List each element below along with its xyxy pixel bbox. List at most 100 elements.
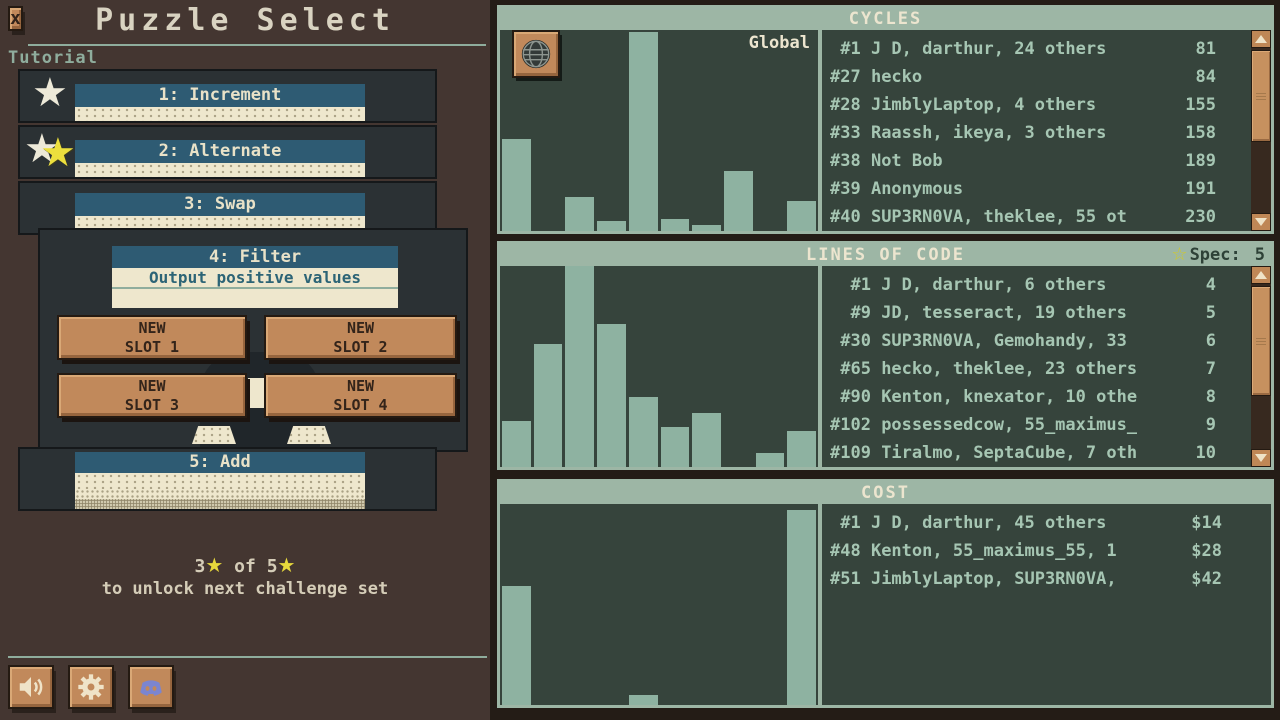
close-button-label: x [10,8,21,29]
spec-star-icon: ☆ [1171,244,1188,265]
scrollbar-thumb[interactable] [1251,286,1271,396]
player-names: J D, darthur, 6 others [881,275,1107,295]
puzzle-popup-filter: 4: Filter Output positive values NEW SLO… [38,228,468,452]
scope-globe-button[interactable] [512,30,560,78]
player-names: Not Bob [870,151,943,171]
score-value: 6 [1205,331,1216,351]
settings-button[interactable] [68,665,114,709]
thumb-grip [1256,340,1266,342]
leaderboard-row: #90 Kenton, knexator, 10 othe 8 [822,383,1271,411]
rank: #27 [830,67,861,87]
score-value: $42 [1191,569,1222,589]
rank: #65 [830,359,871,379]
score-value: 7 [1205,359,1216,379]
histogram-bar [597,220,626,231]
leaderboard-row: #65 hecko, theklee, 23 others 7 [822,355,1271,383]
puzzle-description-box: Output positive values [112,268,398,308]
save-slot-1-button[interactable]: NEW SLOT 1 [57,315,247,360]
histogram-bar [628,396,658,467]
scroll-up-button[interactable] [1251,30,1271,48]
player-names: J D, darthur, 24 others [870,39,1107,59]
panel-divider [818,30,822,231]
spec-label: Spec: [1189,245,1241,265]
rank: #1 [830,275,871,295]
scroll-up-button[interactable] [1251,266,1271,284]
footer-divider [8,656,487,658]
cycles-header: CYCLES [500,8,1271,30]
histogram-bar [628,32,658,231]
histogram-bar [660,426,690,467]
rank: #48 [830,541,861,561]
score-value: 4 [1205,275,1216,295]
scroll-down-button[interactable] [1251,213,1271,231]
spec-value: 5 [1254,245,1265,265]
histogram-bar [565,266,595,467]
cycles-scrollbar[interactable] [1251,30,1271,231]
rank: #30 [830,331,871,351]
score-value: 5 [1205,303,1216,323]
scrollbar-thumb[interactable] [1251,50,1271,142]
cost-histogram [500,504,818,705]
puzzle-button-add-texture[interactable] [75,489,365,499]
player-names: possessedcow, 55_maximus_ [881,415,1138,435]
player-names: J D, darthur, 45 others [870,513,1107,533]
discord-icon [140,680,162,696]
leaderboard-row: #102 possessedcow, 55_maximus_ 9 [822,411,1271,439]
rank: #1 [830,39,861,59]
slot-label: SLOT 3 [124,395,180,414]
player-names: Anonymous [870,179,964,199]
lines-of-code-header: LINES OF CODE ☆ Spec: 5 [500,244,1271,266]
rank: #9 [830,303,871,323]
arrow-up-icon [1255,271,1267,279]
puzzle-button-alternate[interactable]: 2: Alternate [75,140,365,163]
robot-foot [192,426,236,444]
globe-icon [521,39,551,69]
cycles-histogram: Global [500,30,818,231]
puzzle-button-add[interactable]: 5: Add [75,452,365,473]
rank: #38 [830,151,861,171]
slot-label: NEW [138,318,166,337]
histogram-bar [787,200,817,231]
score-value: 10 [1195,443,1216,463]
robot-foot [287,426,331,444]
spec-indicator: ☆ Spec: 5 [1171,244,1265,266]
sound-button[interactable] [8,665,54,709]
scroll-down-button[interactable] [1251,449,1271,467]
puzzle-button-add-texture[interactable] [75,473,365,489]
save-slot-4-button[interactable]: NEW SLOT 4 [264,373,457,418]
puzzle-button-alternate-texture[interactable] [75,163,365,177]
player-names: JimblyLaptop, 4 others [870,95,1097,115]
star-icon: ★ [277,553,296,577]
cycles-leaderboard-list: #1 J D, darthur, 24 others 81 #27 hecko 84 #… [822,30,1271,231]
histogram-bar [692,412,721,467]
histogram-bar [502,138,531,231]
lines-of-code-scrollbar[interactable] [1251,266,1271,467]
puzzle-button-filter[interactable]: 4: Filter [112,246,398,268]
discord-button[interactable] [128,665,174,709]
rank: #51 [830,569,861,589]
title-divider [28,44,486,46]
puzzle-button-add-texture[interactable] [75,499,365,509]
slot-label: NEW [346,376,375,395]
slot-label: SLOT 2 [333,337,388,356]
leaderboard-row: #40 SUP3RN0VA, theklee, 55 ot 230 [822,203,1271,231]
score-value: $28 [1191,541,1222,561]
score-value: 8 [1205,387,1216,407]
close-button[interactable]: x [8,6,23,31]
leaderboard-row: #33 Raassh, ikeya, 3 others 158 [822,119,1271,147]
arrow-up-icon [1255,35,1267,43]
histogram-bar [755,452,785,467]
progress-total: 5 [266,556,278,577]
lines-of-code-leaderboard-list: #1 J D, darthur, 6 others 4 #9 JD, tesserac… [822,266,1271,467]
cost-leaderboard-list: #1 J D, darthur, 45 others $14 #48 Kenton, … [822,504,1271,705]
slot-label: NEW [346,318,375,337]
histogram-bar [502,586,531,705]
puzzle-button-increment-texture[interactable] [75,107,365,121]
rank: #28 [830,95,861,115]
save-slot-3-button[interactable]: NEW SLOT 3 [57,373,247,418]
save-slot-2-button[interactable]: NEW SLOT 2 [264,315,457,360]
puzzle-button-swap[interactable]: 3: Swap [75,193,365,216]
rank: #102 [830,415,871,435]
puzzle-button-swap-texture[interactable] [75,216,365,230]
puzzle-button-increment[interactable]: 1: Increment [75,84,365,107]
